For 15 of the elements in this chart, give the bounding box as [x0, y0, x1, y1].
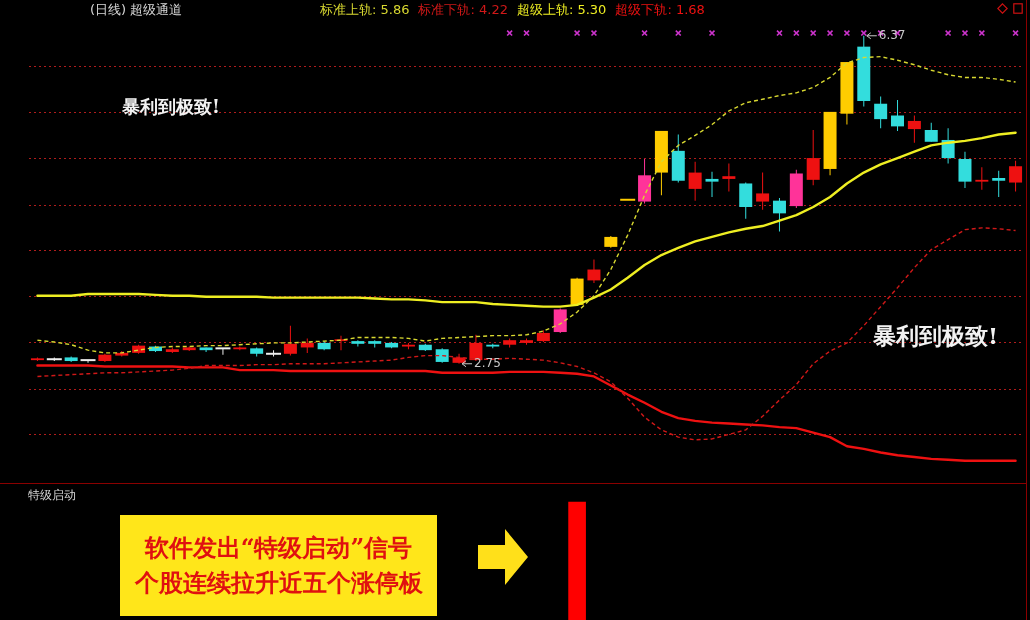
annotation: 暴利到极致!: [122, 96, 220, 118]
candlestick: [215, 347, 231, 355]
text: 标准下轨: 4.22: [418, 1, 508, 19]
annotation: 暴利到极致!: [873, 322, 999, 350]
chart-title: 特级启动: [28, 487, 76, 504]
candlestick: [975, 167, 989, 190]
annotation: 6.37: [878, 27, 906, 42]
annotation: 软件发出“特级启动”信号: [144, 531, 413, 564]
annotation: 2.75: [474, 355, 501, 370]
text: 超级下轨: 1.68: [615, 1, 705, 19]
candlestick: [620, 198, 636, 201]
chart-title: (日线) 超级通道: [90, 1, 183, 19]
annotation: 个股连续拉升近五个涨停板: [134, 566, 423, 599]
text: 超级上轨: 5.30: [516, 1, 607, 19]
text: 标准上轨: 5.86: [320, 1, 410, 19]
